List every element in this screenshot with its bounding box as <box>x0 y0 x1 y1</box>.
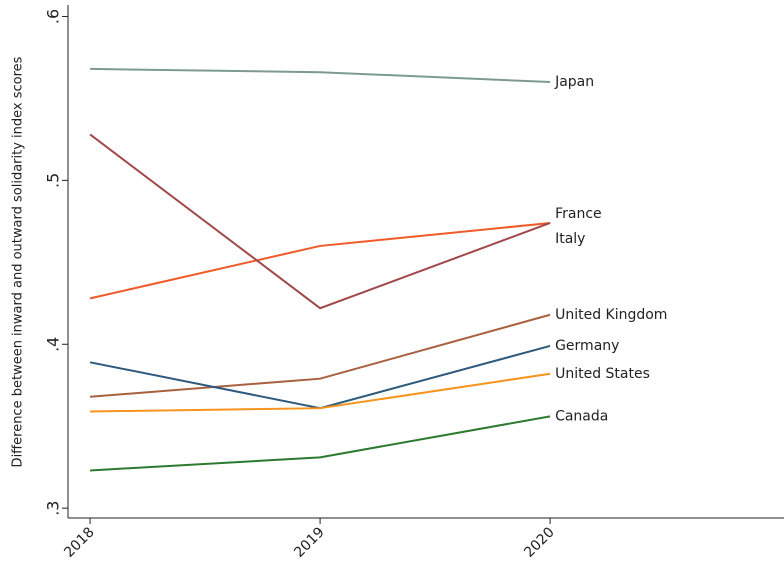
series-line <box>89 133 551 310</box>
y-tick-label: .6 <box>44 9 63 24</box>
series-label: France <box>555 206 602 222</box>
x-tick-label: 2019 <box>291 524 328 561</box>
series-line <box>89 221 551 300</box>
y-tick-label: .3 <box>44 501 63 516</box>
series-label: Canada <box>555 408 608 424</box>
series-label: Italy <box>555 231 585 247</box>
y-tick-label: .5 <box>44 173 63 188</box>
series-label: United Kingdom <box>555 307 667 323</box>
y-axis-title: Difference between inward and outward so… <box>11 56 26 467</box>
y-tick-label: .4 <box>44 337 63 352</box>
series-line <box>90 313 551 398</box>
series-line <box>89 344 551 410</box>
series-label: United States <box>555 366 650 382</box>
series-line <box>90 372 551 413</box>
series-line <box>90 415 551 472</box>
x-tick-label: 2020 <box>521 524 558 561</box>
series-label: Japan <box>554 74 594 90</box>
series-line <box>90 67 551 84</box>
x-tick-label: 2018 <box>61 524 98 561</box>
series-label: Germany <box>555 338 619 354</box>
